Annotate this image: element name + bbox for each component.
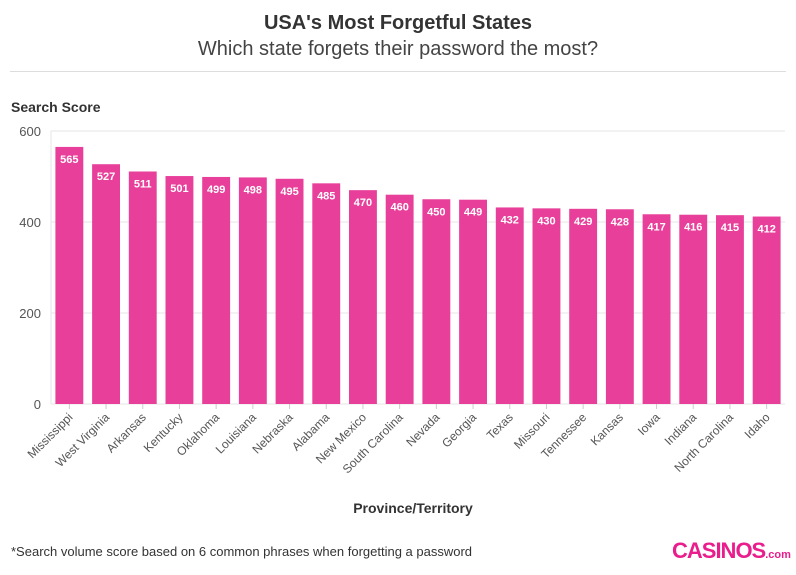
logo-suffix: .com <box>765 549 791 561</box>
data-label: 460 <box>390 202 408 214</box>
y-tick-label: 400 <box>19 215 41 230</box>
data-label: 511 <box>134 178 152 190</box>
bar <box>128 171 157 404</box>
x-tick-label: Arkansas <box>104 410 149 455</box>
bar <box>349 190 377 404</box>
data-label: 499 <box>207 184 225 196</box>
bar <box>716 215 744 404</box>
y-axis-title: Search Score <box>11 99 101 115</box>
data-label: 495 <box>280 186 298 198</box>
x-tick-label: Nebraska <box>249 410 295 456</box>
chart-subtitle: Which state forgets their password the m… <box>197 38 599 60</box>
divider <box>10 71 786 72</box>
bar <box>385 194 414 404</box>
y-tick-label: 0 <box>34 397 41 412</box>
data-label: 429 <box>574 216 592 228</box>
bar <box>55 146 84 405</box>
x-tick-label: Iowa <box>635 410 663 438</box>
data-label: 432 <box>501 214 519 226</box>
logo-text: CASINOS <box>672 538 766 563</box>
data-label: 485 <box>317 190 335 202</box>
bar <box>165 176 194 404</box>
x-tick-label: Nevada <box>403 410 442 449</box>
data-label: 412 <box>757 224 775 236</box>
data-label: 449 <box>464 207 482 219</box>
y-tick-label: 600 <box>19 124 41 139</box>
bar <box>569 208 598 404</box>
footnote: *Search volume score based on 6 common p… <box>11 544 473 559</box>
x-tick-label: Texas <box>484 410 516 442</box>
bar <box>92 164 120 404</box>
bar <box>752 216 781 404</box>
x-tick-label: Georgia <box>439 410 479 450</box>
data-label: 498 <box>244 184 262 196</box>
bar <box>532 208 561 404</box>
data-label: 428 <box>611 216 629 228</box>
x-tick-label: Idaho <box>742 410 773 441</box>
x-axis-title: Province/Territory <box>353 500 473 516</box>
bar <box>312 183 341 404</box>
bar <box>459 199 487 404</box>
casinos-logo: CASINOS.com <box>672 538 791 564</box>
bar <box>422 199 451 404</box>
data-label: 417 <box>647 221 665 233</box>
data-label: 565 <box>60 154 78 166</box>
bar <box>642 214 671 404</box>
chart-title: USA's Most Forgetful States <box>263 12 533 34</box>
data-label: 416 <box>684 222 702 234</box>
data-label: 527 <box>97 171 115 183</box>
y-tick-label: 200 <box>19 306 41 321</box>
x-tick-label: Kansas <box>588 410 626 448</box>
bar <box>238 177 267 404</box>
bar <box>605 209 634 404</box>
data-label: 470 <box>354 197 372 209</box>
bar <box>202 176 231 404</box>
data-label: 430 <box>537 215 555 227</box>
bar <box>679 214 708 404</box>
data-label: 450 <box>427 206 445 218</box>
bar <box>495 207 524 404</box>
data-label: 415 <box>721 222 739 234</box>
data-label: 501 <box>170 183 188 195</box>
bar <box>275 178 304 404</box>
